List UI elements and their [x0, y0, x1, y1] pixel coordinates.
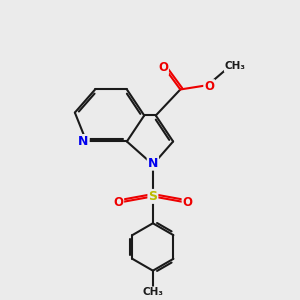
- Text: O: O: [204, 80, 214, 93]
- Text: S: S: [148, 190, 158, 203]
- Text: CH₃: CH₃: [225, 61, 246, 71]
- Text: CH₃: CH₃: [142, 287, 164, 297]
- Text: N: N: [148, 157, 158, 170]
- Text: O: O: [183, 196, 193, 209]
- Text: N: N: [78, 135, 89, 148]
- Text: O: O: [158, 61, 168, 74]
- Text: O: O: [113, 196, 123, 209]
